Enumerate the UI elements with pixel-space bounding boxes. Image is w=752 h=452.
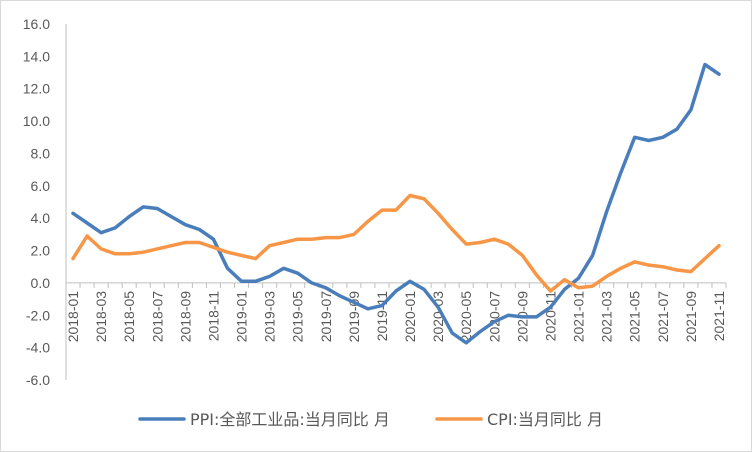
legend-label: CPI:当月同比 月 bbox=[487, 410, 603, 429]
x-tick-label: 2019-03 bbox=[262, 291, 278, 343]
y-tick-label: 14.0 bbox=[23, 48, 50, 64]
y-tick-label: 10.0 bbox=[23, 113, 50, 129]
x-tick-labels: 2018-01 2018-03 2018-05 2018-07 2018-09 2018-… bbox=[65, 291, 727, 343]
x-tick-label: 2018-01 bbox=[65, 291, 81, 343]
x-tick-label: 2018-11 bbox=[205, 291, 221, 342]
x-tick-label: 2018-09 bbox=[177, 291, 193, 343]
y-tick-label: -6.0 bbox=[26, 372, 50, 388]
x-tick-label: 2018-07 bbox=[149, 291, 165, 343]
ppi-series-line bbox=[71, 62, 721, 345]
x-tick-label: 2021-05 bbox=[627, 291, 643, 343]
legend-item-cpi: CPI:当月同比 月 bbox=[435, 410, 603, 429]
x-tick-label: 2021-01 bbox=[571, 291, 587, 343]
legend-item-ppi: PPI:全部工业品:当月同比 月 bbox=[138, 410, 390, 429]
x-tick-label: 2019-05 bbox=[290, 291, 306, 343]
y-tick-label: 12.0 bbox=[23, 81, 50, 97]
cpi-series-line bbox=[71, 193, 721, 293]
x-axis bbox=[65, 282, 727, 288]
x-tick-label: 2020-05 bbox=[458, 291, 474, 343]
legend: PPI:全部工业品:当月同比 月 CPI:当月同比 月 bbox=[138, 410, 603, 429]
series-group bbox=[71, 62, 721, 345]
x-tick-label: 2021-09 bbox=[683, 291, 699, 343]
y-tick-label: -4.0 bbox=[26, 340, 50, 356]
x-tick-label: 2021-07 bbox=[655, 291, 671, 343]
x-tick-label: 2018-03 bbox=[93, 291, 109, 343]
x-tick-label: 2021-11 bbox=[711, 291, 727, 342]
y-tick-label: 4.0 bbox=[31, 210, 51, 226]
x-tick-label: 2020-07 bbox=[486, 291, 502, 343]
y-tick-label: 2.0 bbox=[31, 243, 51, 259]
x-tick-label: 2020-01 bbox=[402, 291, 418, 343]
y-tick-label: -2.0 bbox=[26, 307, 50, 323]
x-tick-label: 2019-01 bbox=[234, 291, 250, 343]
legend-label: PPI:全部工业品:当月同比 月 bbox=[190, 410, 390, 429]
y-tick-label: 0.0 bbox=[31, 275, 51, 291]
x-tick-label: 2018-05 bbox=[121, 291, 137, 343]
y-tick-label: 6.0 bbox=[31, 178, 51, 194]
y-tick-label: 16.0 bbox=[23, 16, 50, 32]
y-tick-labels: 16.0 14.0 12.0 10.0 8.0 6.0 4.0 2.0 0.0 -2.0 -4.0 -… bbox=[23, 16, 50, 388]
y-tick-label: 8.0 bbox=[31, 145, 51, 161]
x-tick-label: 2019-07 bbox=[318, 291, 334, 343]
x-tick-label: 2021-03 bbox=[599, 291, 615, 343]
